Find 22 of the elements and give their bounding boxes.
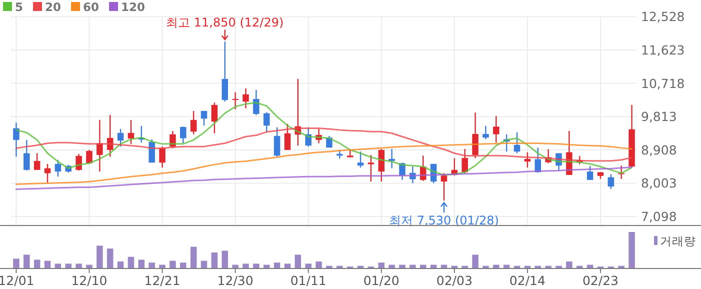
- legend-label: 거래량: [660, 234, 696, 248]
- annotation: 최고 11,850 (12/29): [166, 16, 284, 30]
- y-tick-label: 8,003: [641, 176, 677, 191]
- y-tick-label: 12,528: [641, 9, 685, 24]
- x-tick-label: 12/10: [71, 273, 108, 288]
- x-tick-label: 01/20: [363, 273, 400, 288]
- legend-label: 120: [121, 0, 146, 14]
- x-tick-label: 02/14: [509, 273, 546, 288]
- legend-label: 5: [15, 0, 24, 14]
- y-tick-label: 9,813: [641, 109, 677, 124]
- annotation: 최저 7,530 (01/28): [389, 214, 499, 228]
- y-tick-label: 11,623: [641, 42, 685, 58]
- y-tick-label: 10,718: [641, 76, 685, 91]
- y-tick-label: 7,098: [641, 209, 677, 224]
- legend-label: 20: [45, 0, 62, 14]
- y-tick-label: 8,908: [641, 142, 677, 158]
- x-tick-label: 12/30: [217, 273, 254, 288]
- x-tick-label: 01/11: [290, 273, 326, 288]
- x-tick-label: 12/21: [144, 273, 180, 288]
- legend-label: 60: [83, 0, 100, 14]
- x-tick-label: 02/23: [582, 273, 618, 288]
- x-tick-label: 02/03: [436, 273, 472, 288]
